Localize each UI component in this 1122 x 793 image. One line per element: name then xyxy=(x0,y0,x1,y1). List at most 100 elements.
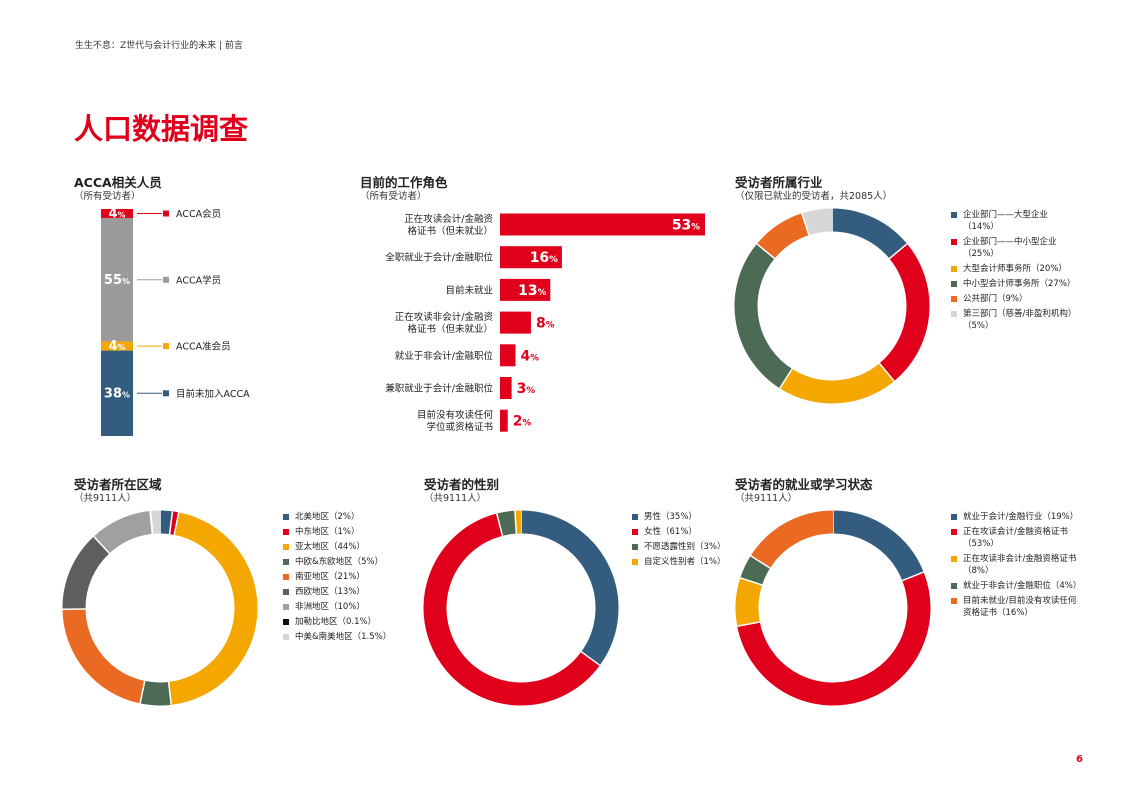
industry-legend-label-3: 中小型会计师事务所（27%） xyxy=(963,279,1076,289)
status-legend-label-1: 正在攻读会计/金融资格证书 （53%） xyxy=(963,527,1068,549)
industry-legend-swatch-5 xyxy=(951,311,957,317)
gender-legend-swatch-0 xyxy=(632,514,638,520)
region-slice-divider-4 xyxy=(139,680,146,704)
role-value-label-4: 4% xyxy=(520,348,539,364)
status-slice-1 xyxy=(737,572,931,706)
status-slice-3 xyxy=(740,555,771,586)
acca-value-label-2: 4% xyxy=(108,339,125,354)
gender-chart-title: 受访者的性别 xyxy=(424,477,500,492)
status-legend-label-4: 目前未就业/目前没有攻读任何 资格证书（16%） xyxy=(963,596,1077,618)
industry-slice-4 xyxy=(756,213,810,259)
industry-legend-item-3: 中小型会计师事务所（27%） xyxy=(951,278,1111,290)
acca-bar-segment-1 xyxy=(101,217,133,342)
industry-slice-divider-3 xyxy=(779,368,793,389)
industry-slice-divider-2 xyxy=(878,362,895,382)
role-value-label-6: 2% xyxy=(513,414,532,430)
acca-legend-swatch-0 xyxy=(163,210,169,217)
industry-legend-item-5: 第三部门（慈善/非盈利机构） （5%） xyxy=(951,308,1111,332)
industry-legend-item-2: 大型会计师事务所（20%） xyxy=(951,263,1111,275)
industry-legend-label-2: 大型会计师事务所（20%） xyxy=(963,264,1067,274)
region-legend-item-3: 中欧&东欧地区（5%） xyxy=(283,556,413,568)
region-slice-4 xyxy=(62,608,146,704)
industry-legend-item-1: 企业部门——中小型企业 （25%） xyxy=(951,236,1111,260)
role-category-label-6: 目前没有攻读任何学位或资格证书 xyxy=(417,409,494,433)
region-chart-title: 受访者所在区域 xyxy=(74,477,162,492)
industry-legend-label-5: 第三部门（慈善/非盈利机构） （5%） xyxy=(963,309,1077,331)
role-value-label-5: 3% xyxy=(517,381,536,397)
industry-chart-title: 受访者所属行业 xyxy=(735,175,823,190)
region-legend-item-6: 非洲地区（10%） xyxy=(283,601,413,613)
role-bar-5 xyxy=(500,377,512,399)
region-slice-divider-3 xyxy=(167,681,173,705)
region-legend-swatch-1 xyxy=(283,529,289,535)
gender-slice-1 xyxy=(423,513,600,706)
status-slice-divider-2 xyxy=(737,621,760,628)
industry-legend-label-1: 企业部门——中小型企业 （25%） xyxy=(963,237,1057,259)
region-legend-item-5: 西欧地区（13%） xyxy=(283,586,413,598)
region-legend-label-2: 亚太地区（44%） xyxy=(295,542,365,552)
region-slice-5 xyxy=(62,536,110,610)
acca-legend-label-2: ACCA准会员 xyxy=(176,341,231,353)
status-legend-item-3: 就业于非会计/金融职位（4%） xyxy=(951,580,1116,592)
region-legend-label-1: 中东地区（1%） xyxy=(295,527,360,537)
industry-legend-item-0: 企业部门——大型企业 （14%） xyxy=(951,209,1111,233)
status-slice-2 xyxy=(735,577,763,627)
industry-legend-swatch-0 xyxy=(951,212,957,218)
role-category-label-3: 正在攻读非会计/金融资格证书（但未就业） xyxy=(395,311,494,335)
region-legend-item-0: 北美地区（2%） xyxy=(283,511,413,523)
region-legend-label-7: 加勒比地区（0.1%） xyxy=(295,617,377,627)
role-chart-title: 目前的工作角色 xyxy=(360,175,448,190)
acca-chart-subtitle: （所有受访者） xyxy=(74,191,141,202)
role-bar-2 xyxy=(500,278,551,301)
industry-legend-swatch-3 xyxy=(951,281,957,287)
region-slice-divider-1 xyxy=(168,511,174,535)
acca-value-label-1: 55% xyxy=(104,273,130,288)
industry-slice-divider-5 xyxy=(801,213,810,236)
role-value-label-1: 16% xyxy=(530,250,558,266)
industry-slice-0 xyxy=(831,208,908,259)
region-legend-item-4: 南亚地区（21%） xyxy=(283,571,413,583)
industry-slice-divider-1 xyxy=(888,243,908,260)
status-chart-subtitle: （共9111人） xyxy=(735,493,798,504)
gender-slice-0 xyxy=(520,510,619,666)
industry-legend-swatch-4 xyxy=(951,296,957,302)
gender-legend-item-2: 不愿透露性别（3%） xyxy=(632,541,742,553)
status-slice-divider-1 xyxy=(901,571,924,582)
industry-chart-subtitle: （仅限已就业的受访者，共2085人） xyxy=(735,191,893,202)
industry-legend: 企业部门——大型企业 （14%） 企业部门——中小型企业 （25%） 大型会计师事务… xyxy=(951,209,1111,335)
gender-legend-item-0: 男性（35%） xyxy=(632,511,742,523)
industry-slice-2 xyxy=(779,363,895,404)
role-category-label-0: 正在攻读会计/金融资格证书（但未就业） xyxy=(404,213,493,237)
gender-slice-divider-2 xyxy=(496,513,504,537)
gender-legend-swatch-2 xyxy=(632,544,638,550)
acca-value-label-0: 4% xyxy=(108,206,125,221)
gender-legend-label-0: 男性（35%） xyxy=(644,512,697,522)
region-legend-swatch-6 xyxy=(283,604,289,610)
acca-chart-title: ACCA相关人员 xyxy=(74,175,162,190)
gender-legend-swatch-1 xyxy=(632,529,638,535)
status-slice-4 xyxy=(750,510,834,569)
role-bar-1 xyxy=(500,246,562,269)
status-legend-swatch-2 xyxy=(951,556,957,562)
region-legend-label-3: 中欧&东欧地区（5%） xyxy=(295,557,384,567)
region-slice-divider-2 xyxy=(173,512,180,536)
acca-legend-swatch-1 xyxy=(163,276,169,283)
page-number: 6 xyxy=(1076,754,1083,765)
status-legend-swatch-0 xyxy=(951,514,957,520)
status-legend-label-2: 正在攻读非会计/金融资格证书 （8%） xyxy=(963,554,1077,576)
region-slice-divider-8 xyxy=(149,510,154,534)
acca-bar-segment-2 xyxy=(101,341,133,351)
status-legend-swatch-4 xyxy=(951,598,957,604)
region-slice-divider-6 xyxy=(93,535,110,554)
industry-legend-label-0: 企业部门——大型企业 （14%） xyxy=(963,210,1049,232)
gender-slice-2 xyxy=(496,510,517,536)
gender-slice-divider-3 xyxy=(514,510,518,534)
role-bar-3 xyxy=(500,311,531,334)
status-legend: 就业于会计/金融行业（19%） 正在攻读会计/金融资格证书 （53%） 正在攻读非会… xyxy=(951,511,1116,622)
gender-slice-divider-1 xyxy=(580,651,601,666)
status-slice-divider-3 xyxy=(740,577,763,586)
status-legend-item-2: 正在攻读非会计/金融资格证书 （8%） xyxy=(951,553,1116,577)
region-legend-label-0: 北美地区（2%） xyxy=(295,512,360,522)
region-legend-label-6: 非洲地区（10%） xyxy=(295,602,365,612)
region-legend-swatch-0 xyxy=(283,514,289,520)
